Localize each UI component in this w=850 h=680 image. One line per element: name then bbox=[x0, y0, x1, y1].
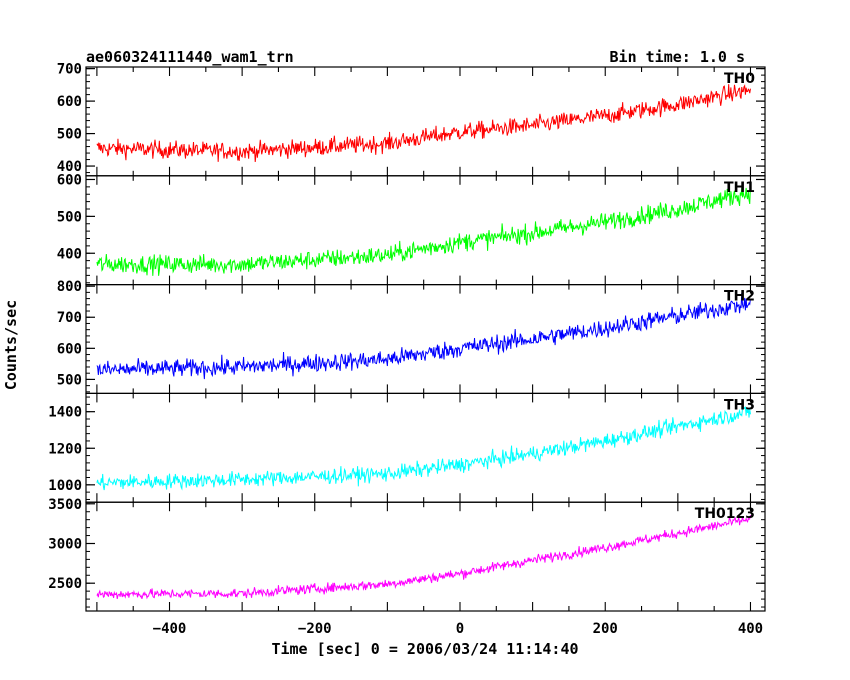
panel-frame bbox=[85, 392, 766, 503]
x-tick-label: 0 bbox=[456, 621, 464, 637]
y-tick-label: 600 bbox=[57, 172, 82, 188]
bin-time-label: Bin time: 1.0 s bbox=[610, 48, 745, 66]
panel-frame bbox=[85, 66, 766, 177]
chart-title: ae060324111440_wam1_trn bbox=[86, 48, 294, 66]
x-tick-label: 400 bbox=[738, 621, 763, 637]
panel-th3: 1000 1200 1400 TH3 bbox=[48, 392, 766, 503]
panel-frame bbox=[85, 175, 766, 286]
panel-th1: 400 500 600 TH1 bbox=[57, 172, 766, 286]
y-tick-label: 500 bbox=[57, 127, 82, 143]
y-tick-label: 1000 bbox=[48, 478, 82, 494]
panel-th0: 400 500 600 700 TH0 bbox=[57, 62, 766, 177]
y-tick-label: 500 bbox=[57, 372, 82, 388]
panel-frame bbox=[85, 284, 766, 395]
series-line-th2 bbox=[96, 292, 751, 380]
x-tick-label: −200 bbox=[298, 621, 332, 637]
panel-label-th1: TH1 bbox=[724, 180, 755, 196]
panel-frame bbox=[85, 501, 766, 612]
x-tick-label: −400 bbox=[153, 621, 187, 637]
panel-th0123: 2500 3000 3500 TH0123 bbox=[48, 497, 766, 612]
y-axis-label: Counts/sec bbox=[2, 300, 20, 390]
y-tick-label: 400 bbox=[57, 246, 82, 262]
series-line-th0 bbox=[96, 84, 751, 163]
y-tick-label: 400 bbox=[57, 159, 82, 175]
series-line-th3 bbox=[96, 406, 751, 491]
x-axis: −400 −200 0 200 400 bbox=[153, 621, 763, 637]
panels-group: 400 500 600 700 TH0 400 500 600 TH1 500 600 700 800 T… bbox=[48, 62, 766, 612]
y-tick-label: 2500 bbox=[48, 576, 82, 592]
x-tick-label: 200 bbox=[593, 621, 618, 637]
y-tick-label: 600 bbox=[57, 94, 82, 110]
panel-th2: 500 600 700 800 TH2 bbox=[57, 279, 766, 395]
y-tick-label: 700 bbox=[57, 62, 82, 78]
y-tick-label: 1400 bbox=[48, 405, 82, 421]
y-tick-label: 600 bbox=[57, 341, 82, 357]
series-line-th0123 bbox=[96, 515, 751, 600]
x-axis-label: Time [sec] 0 = 2006/03/24 11:14:40 bbox=[271, 640, 578, 658]
y-tick-label: 800 bbox=[57, 279, 82, 295]
panel-label-th2: TH2 bbox=[724, 289, 755, 305]
panel-label-th3: TH3 bbox=[724, 397, 755, 413]
y-tick-label: 700 bbox=[57, 310, 82, 326]
y-tick-label: 500 bbox=[57, 209, 82, 225]
series-line-th1 bbox=[96, 184, 751, 276]
y-tick-label: 3000 bbox=[48, 536, 82, 552]
panel-label-th0123: TH0123 bbox=[695, 506, 755, 522]
y-tick-label: 1200 bbox=[48, 441, 82, 457]
panel-label-th0: TH0 bbox=[724, 71, 755, 87]
y-tick-label: 3500 bbox=[48, 497, 82, 513]
